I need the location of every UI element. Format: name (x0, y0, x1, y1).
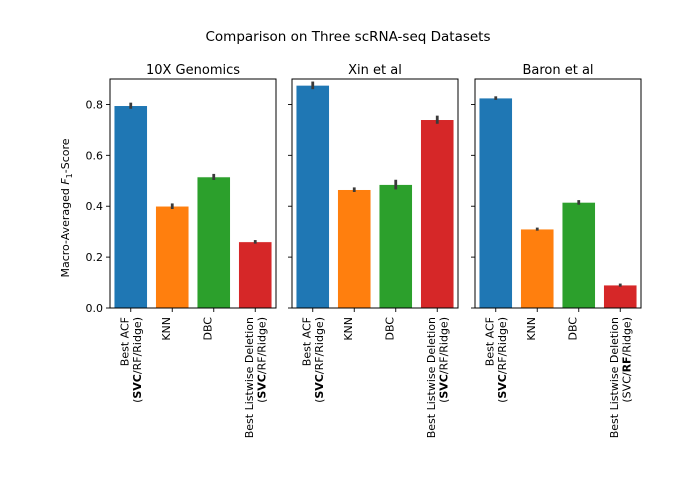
x-tick-label: Best Listwise Deletion (608, 317, 621, 438)
y-tick-label: 0.4 (86, 200, 104, 213)
x-tick-label: DBC (566, 317, 579, 341)
bar-1-3 (196, 176, 231, 309)
x-tick-sublabel-part: /Ridge) (620, 317, 633, 356)
axes-frame (291, 78, 459, 309)
x-tick-sublabel-part: ( (437, 399, 450, 403)
x-tick-label: KNN (342, 317, 355, 341)
bar-1-4 (238, 241, 273, 309)
axes-frame (109, 78, 277, 309)
x-tick-sublabel-part: /RF/Ridge) (131, 317, 144, 374)
x-tick-sublabel: (SVC/RF/Ridge) (255, 317, 268, 403)
panel-title: 10X Genomics (146, 63, 240, 78)
x-tick-sublabel: (SVC/RF/Ridge) (437, 317, 450, 403)
x-tick-sublabel-part: SVC (131, 374, 144, 399)
y-axis-title: Macro-Averaged F1-Score (59, 138, 74, 277)
panel-title: Xin et al (348, 63, 402, 78)
x-tick-sublabel-part: /RF/Ridge) (313, 317, 326, 374)
y-axis-title-suffix: -Score (59, 138, 72, 173)
x-tick-sublabel: (SVC/RF/Ridge) (620, 317, 633, 403)
x-tick-label: Best ACF (483, 317, 496, 366)
y-tick-label: 0.2 (86, 251, 104, 264)
x-tick-label: Best Listwise Deletion (243, 317, 256, 438)
x-tick-sublabel-part: ( (131, 399, 144, 403)
x-tick-sublabel-part: RF (620, 356, 633, 372)
x-tick-sublabel-part: SVC (496, 374, 509, 399)
bar-3-1 (478, 97, 513, 309)
bar-2-2 (337, 189, 372, 309)
bar-3-3 (561, 202, 596, 309)
x-tick-sublabel-part: SVC (255, 374, 268, 399)
bar-1-2 (155, 205, 190, 309)
y-axis-title-subscript: 1 (65, 173, 74, 178)
bar-3-2 (520, 228, 555, 309)
x-tick-label: DBC (383, 317, 396, 341)
x-tick-sublabel-part: /RF/Ridge) (437, 317, 450, 374)
bar-2-1 (295, 85, 330, 309)
x-tick-sublabel-part: SVC (313, 374, 326, 399)
x-tick-label: Best Listwise Deletion (425, 317, 438, 438)
x-tick-sublabel-part: ( (496, 399, 509, 403)
x-tick-sublabel-part: ( (255, 399, 268, 403)
x-tick-sublabel-part: /RF/Ridge) (496, 317, 509, 374)
x-tick-sublabel: (SVC/RF/Ridge) (496, 317, 509, 403)
x-tick-label: Best ACF (118, 317, 131, 366)
panel-title: Baron et al (522, 63, 593, 78)
chart-title: Comparison on Three scRNA-seq Datasets (205, 29, 490, 45)
x-tick-sublabel: (SVC/RF/Ridge) (131, 317, 144, 403)
bar-2-4 (420, 119, 455, 309)
bar-2-3 (378, 184, 413, 309)
y-tick-label: 0.8 (86, 98, 104, 111)
x-tick-label: KNN (525, 317, 538, 341)
y-axis-title-symbol: F (59, 178, 72, 185)
y-axis-title-prefix: Macro-Averaged (59, 185, 72, 278)
bar-3-4 (603, 284, 638, 309)
x-tick-sublabel-part: SVC (437, 374, 450, 399)
x-tick-sublabel: (SVC/RF/Ridge) (313, 317, 326, 403)
x-tick-label: KNN (160, 317, 173, 341)
x-tick-label: DBC (201, 317, 214, 341)
bar-1-1 (113, 105, 148, 309)
x-tick-sublabel-part: /RF/Ridge) (255, 317, 268, 374)
y-tick-label: 0.0 (86, 302, 104, 315)
x-tick-sublabel-part: ( (313, 399, 326, 403)
axes-frame (474, 78, 642, 309)
x-tick-sublabel-part: (SVC/ (620, 372, 633, 402)
y-tick-label: 0.6 (86, 149, 104, 162)
x-tick-label: Best ACF (300, 317, 313, 366)
